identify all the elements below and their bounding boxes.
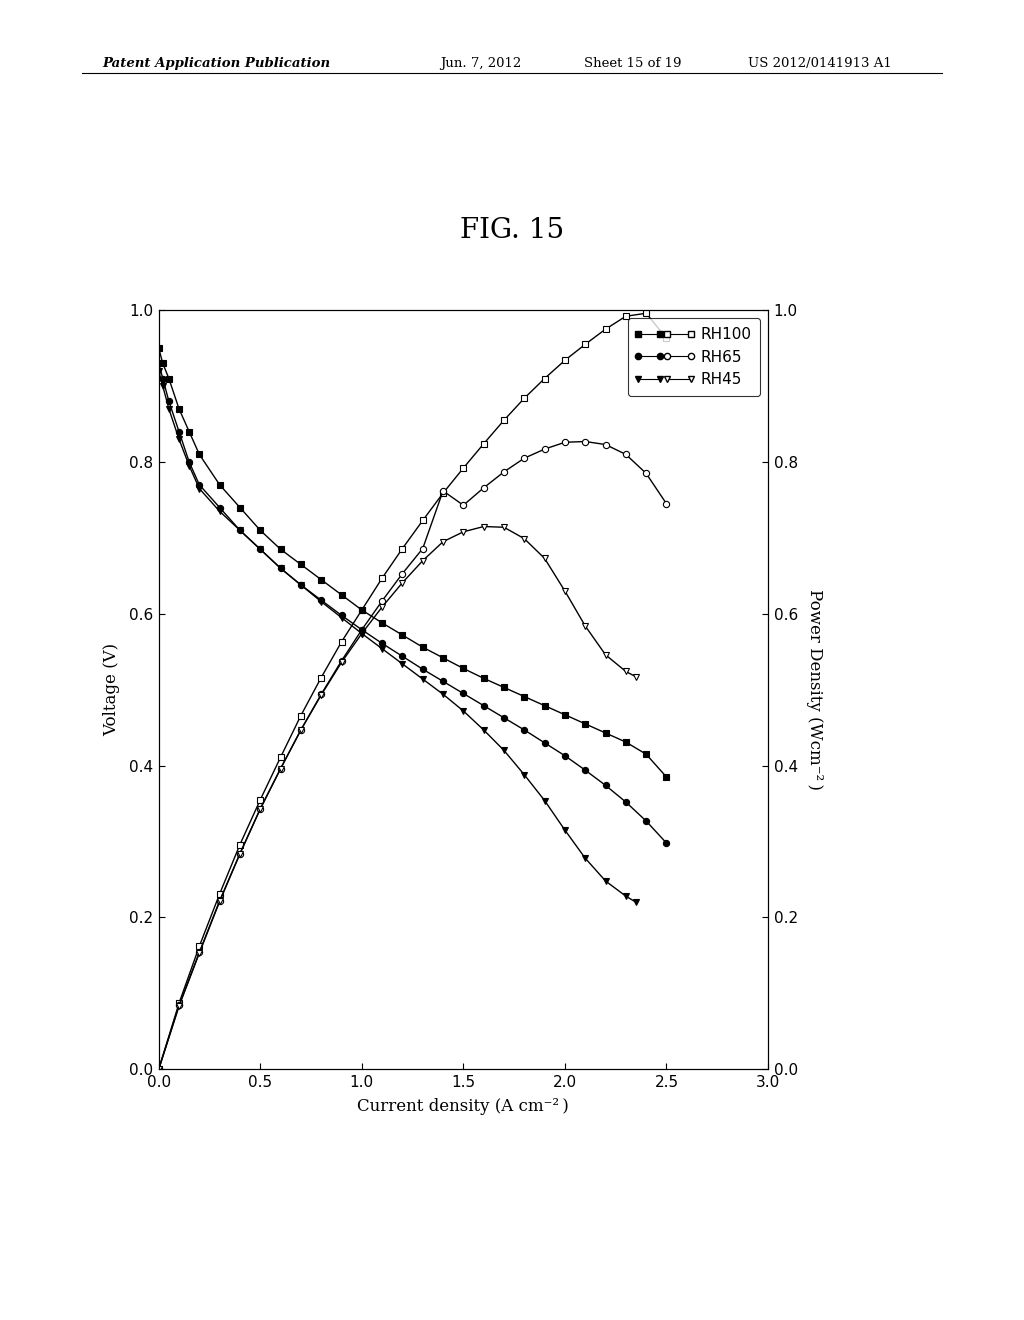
X-axis label: Current density (A cm⁻² ): Current density (A cm⁻² ) [357, 1098, 569, 1115]
Text: Jun. 7, 2012: Jun. 7, 2012 [440, 57, 521, 70]
Y-axis label: Voltage (V): Voltage (V) [103, 643, 121, 737]
Text: Patent Application Publication: Patent Application Publication [102, 57, 331, 70]
Text: Sheet 15 of 19: Sheet 15 of 19 [584, 57, 681, 70]
Y-axis label: Power Density (Wcm⁻² ): Power Density (Wcm⁻² ) [806, 589, 823, 791]
Text: FIG. 15: FIG. 15 [460, 218, 564, 244]
Legend: RH100, RH65, RH45: RH100, RH65, RH45 [629, 318, 761, 396]
Text: US 2012/0141913 A1: US 2012/0141913 A1 [748, 57, 891, 70]
